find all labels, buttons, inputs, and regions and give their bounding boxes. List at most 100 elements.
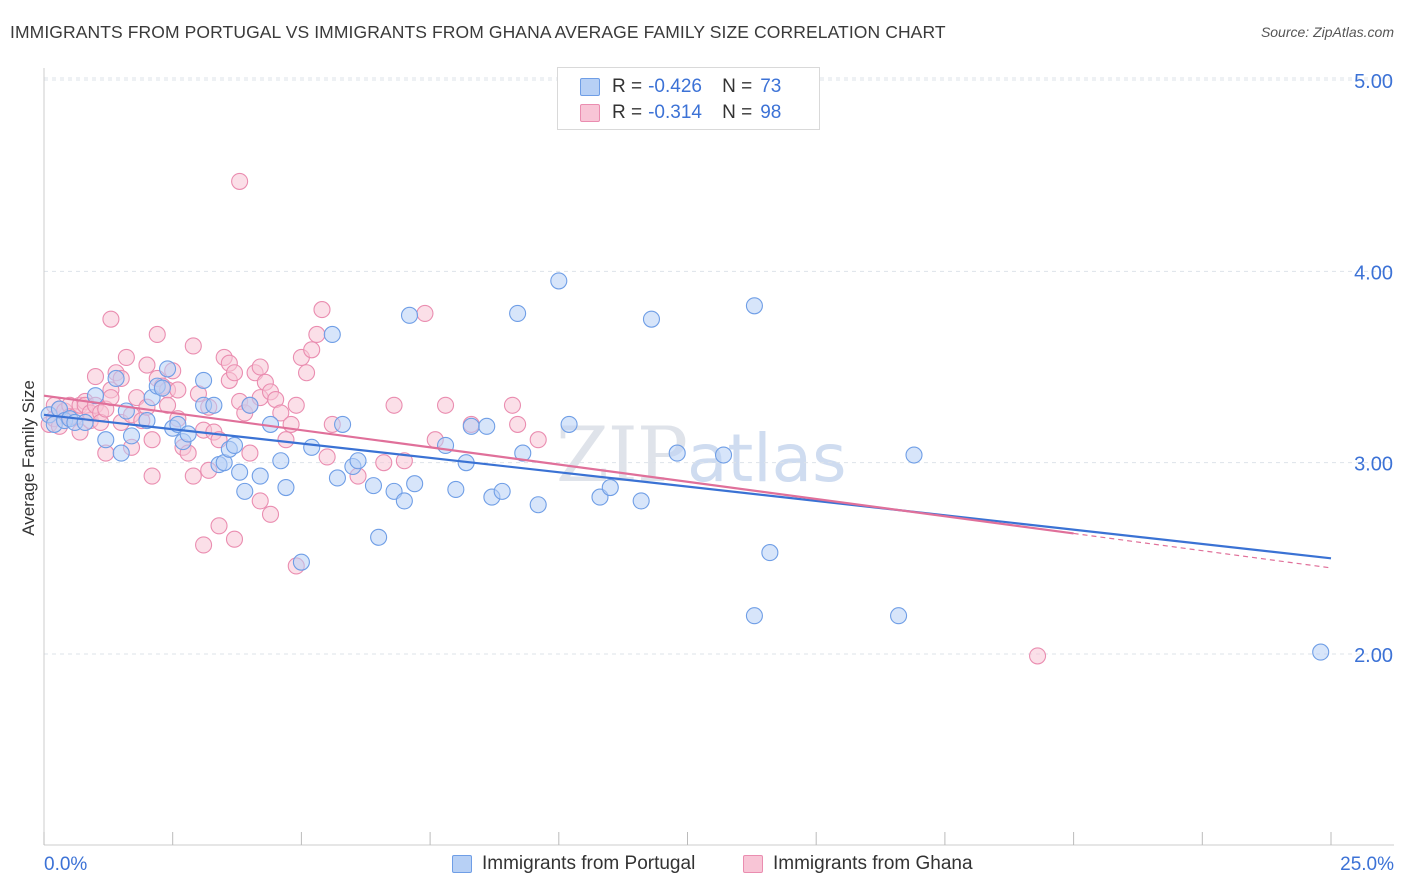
portugal-point [642, 310, 661, 328]
ghana-point [169, 381, 187, 399]
portugal-point [328, 469, 346, 487]
legend-r-value-ghana: -0.314 [648, 102, 702, 123]
portugal-point [334, 415, 352, 433]
portugal-point [236, 482, 254, 500]
bottom-legend-label-ghana: Immigrants from Ghana [773, 853, 973, 874]
portugal-point [231, 463, 249, 481]
ghana-point [375, 454, 393, 472]
portugal-point [112, 444, 130, 462]
legend-n-label: N = [722, 76, 753, 97]
ghana-point [297, 364, 316, 382]
portugal-point [251, 467, 269, 485]
portugal-point [86, 387, 105, 405]
ghana-point [117, 348, 135, 366]
ghana-point [277, 431, 295, 449]
portugal-point [97, 431, 115, 449]
portugal-point [632, 492, 650, 510]
correlation-legend: R = -0.426 N = 73 R = -0.314 N = 98 [557, 67, 820, 130]
ghana-point [318, 448, 336, 466]
legend-n-value-ghana: 98 [760, 102, 782, 123]
legend-swatch-ghana [580, 104, 600, 122]
bottom-legend-swatch-ghana [743, 855, 763, 873]
ghana-point [251, 492, 269, 510]
portugal-point [1312, 643, 1330, 661]
grid-layer [44, 77, 1394, 655]
portugal-point [364, 477, 383, 495]
portugal-point [277, 478, 295, 497]
watermark-atlas: atlas [686, 420, 847, 497]
portugal-point [529, 496, 547, 514]
ghana-point [143, 431, 161, 449]
portugal-point [550, 272, 568, 290]
ghana-point [143, 467, 161, 485]
portugal-point [478, 417, 496, 435]
portugal-point [138, 412, 156, 430]
portugal-point [745, 297, 763, 315]
ghana-point [1029, 647, 1047, 665]
legend-swatch-portugal [580, 78, 600, 96]
portugal-point [714, 446, 733, 464]
bottom-legend-portugal: Immigrants from Portugal [452, 852, 695, 876]
ghana-point [385, 396, 403, 414]
bottom-legend-ghana: Immigrants from Ghana [743, 852, 973, 876]
portugal-points-layer [40, 272, 1330, 661]
portugal-point [761, 544, 779, 562]
portugal-point [890, 607, 908, 625]
ghana-point [210, 517, 228, 535]
ghana-point [416, 304, 434, 322]
portugal-point [745, 607, 763, 625]
ghana-point [86, 368, 105, 386]
ghana-point [261, 505, 280, 523]
portugal-point [122, 427, 141, 445]
ghana-point [509, 415, 527, 433]
portugal-point [406, 475, 424, 493]
portugal-point [303, 438, 321, 456]
portugal-point [905, 446, 923, 464]
portugal-point [668, 444, 686, 462]
portugal-point [272, 452, 290, 470]
ghana-point [241, 444, 259, 462]
legend-row-ghana: R = -0.314 N = 98 [580, 101, 781, 125]
portugal-point [205, 396, 223, 414]
ghana-trend-line [43, 394, 1074, 535]
portugal-point [107, 369, 125, 388]
chart-title: IMMIGRANTS FROM PORTUGAL VS IMMIGRANTS F… [10, 22, 946, 42]
ghana-point [184, 337, 202, 355]
y-tick-label: 2.00 [1354, 645, 1393, 667]
portugal-point [153, 379, 171, 397]
ghana-point [308, 325, 326, 344]
portugal-point [400, 306, 419, 324]
ghana-point [313, 301, 331, 319]
ghana-point [225, 364, 244, 382]
y-axis-label: Average Family Size [19, 380, 38, 536]
x-tick-label: 25.0% [1340, 854, 1394, 875]
portugal-point [601, 478, 619, 497]
trend-lines-layer [43, 394, 1332, 569]
portugal-point [447, 480, 465, 499]
portugal-point [195, 371, 213, 389]
ghana-point [395, 452, 413, 470]
portugal-point [349, 452, 367, 470]
legend-r-value-portugal: -0.426 [648, 76, 702, 97]
portugal-point [514, 444, 532, 462]
ghana-point [195, 536, 213, 554]
ghana-point [102, 310, 120, 328]
ghana-points-layer [40, 172, 1047, 665]
portugal-point [323, 325, 341, 344]
legend-r-label: R = [612, 76, 643, 97]
portugal-point [76, 413, 94, 432]
y-tick-label: 5.00 [1354, 71, 1393, 93]
legend-n-label: N = [722, 102, 753, 123]
portugal-point [292, 553, 310, 571]
bottom-legend-swatch-portugal [452, 855, 472, 873]
ghana-point [231, 172, 249, 190]
ghana-point [287, 396, 305, 414]
ghana-point [138, 356, 156, 374]
legend-n-value-portugal: 73 [760, 76, 782, 97]
portugal-point [395, 492, 413, 510]
portugal-point [462, 417, 480, 435]
portugal-point [509, 304, 527, 322]
ghana-trend-extension [1073, 532, 1332, 569]
tick-labels-layer: 2.00 3.00 4.00 5.00 0.0% 25.0% Average Family … [19, 71, 1394, 875]
axis-layer [43, 68, 1394, 846]
